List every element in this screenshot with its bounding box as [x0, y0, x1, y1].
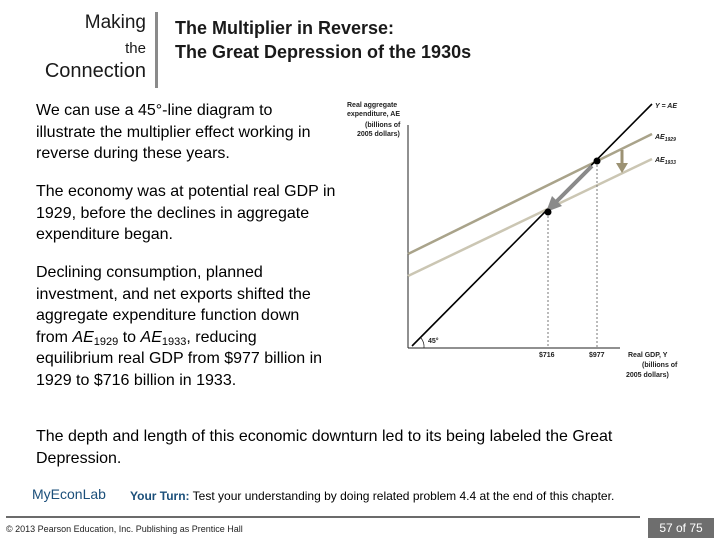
slide-title: The Multiplier in Reverse: The Great Dep… [175, 16, 471, 64]
your-turn: Your Turn: Test your understanding by do… [130, 489, 614, 503]
shift-arrow-line [554, 164, 594, 204]
p3-ae2: AE [140, 328, 162, 346]
ae1933-label-main: AE [654, 157, 665, 164]
p3-ae1: AE [72, 328, 94, 346]
shift-arrow-head [546, 196, 562, 212]
p3-text-a: Declining consumption, planned investmen… [36, 264, 311, 346]
ae1929-label-main: AE [654, 134, 665, 141]
brand-divider [155, 12, 158, 88]
brand-the: the [125, 40, 146, 57]
ae1933-label-sub: 1933 [665, 160, 676, 166]
ae1929-line [407, 132, 653, 256]
ae1933-line [407, 157, 653, 278]
angle-label: 45° [428, 337, 439, 345]
x-axis-label-1: Real GDP, Y [628, 352, 668, 359]
y-axis-label-1: Real aggregate [347, 102, 397, 109]
angle-arc [420, 337, 425, 349]
paragraph-4: The depth and length of this economic do… [36, 428, 613, 467]
y-axis-label-2: expenditure, AE [347, 111, 400, 118]
footer-rule [6, 516, 640, 518]
copyright: © 2013 Pearson Education, Inc. Publishin… [6, 524, 243, 534]
x-axis-label-2: (billions of [642, 362, 678, 369]
your-turn-text: Test your understanding by doing related… [192, 489, 615, 503]
p3-to: to [118, 328, 141, 346]
x-axis-label-3: 2005 dollars) [626, 372, 669, 379]
p3-sub2: 1933 [161, 335, 187, 348]
equilibrium-1929 [593, 157, 601, 165]
equilibrium-1933 [544, 208, 552, 216]
down-arrow-head [616, 163, 628, 173]
y-axis-label-3: (billions of [365, 122, 401, 129]
ae1929-label: AE1929 [654, 134, 676, 143]
brand-connection: Connection [44, 60, 146, 82]
y-axis-label-4: 2005 dollars) [357, 131, 400, 138]
your-turn-label: Your Turn: [130, 489, 190, 503]
page-number: 57 of 75 [648, 518, 714, 538]
tick-716: $716 [539, 352, 555, 359]
title-line-2: The Great Depression of the 1930s [175, 42, 472, 62]
brand-making: Making [84, 12, 146, 33]
ae1929-label-sub: 1929 [665, 137, 676, 143]
p3-sub1: 1929 [93, 335, 119, 348]
myeconlab-link[interactable]: MyEconLab [32, 486, 106, 502]
paragraph-1: We can use a 45°-line diagram to illustr… [36, 102, 311, 162]
paragraph-2: The economy was at potential real GDP in… [36, 183, 336, 243]
paragraph-3: Declining consumption, planned investmen… [36, 262, 326, 391]
line-45-label: Y = AE [655, 103, 677, 110]
tick-977: $977 [589, 352, 605, 359]
line-45 [411, 103, 653, 347]
ae1933-label: AE1933 [654, 157, 676, 166]
p3-text-b: , reducing equilibrium real GDP from $97… [36, 328, 323, 389]
title-line-1: The Multiplier in Reverse: [175, 18, 395, 38]
